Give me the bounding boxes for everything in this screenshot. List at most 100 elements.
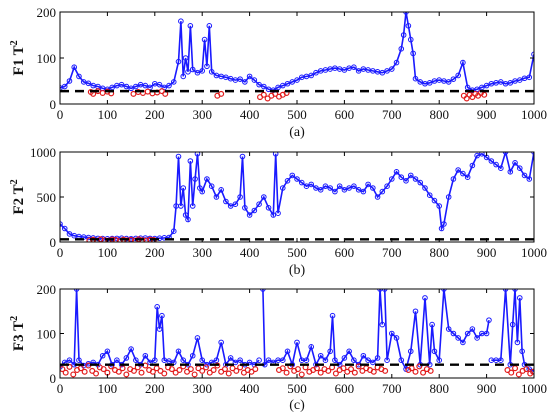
x-tick-label: 700 <box>382 107 402 122</box>
fault-point <box>202 364 209 371</box>
panel-caption: (b) <box>289 263 306 278</box>
x-tick-label: 1000 <box>521 245 547 260</box>
series-point <box>270 212 277 218</box>
series-point <box>178 18 184 25</box>
fault-point <box>348 366 355 373</box>
series-point <box>256 81 262 88</box>
series-point <box>313 69 319 76</box>
series-point <box>246 212 253 218</box>
x-tick-label: 200 <box>145 381 165 396</box>
series-point <box>493 161 499 168</box>
x-tick-label: 1000 <box>521 107 547 122</box>
series-point <box>426 192 433 198</box>
series-point <box>398 46 405 52</box>
series-point <box>403 12 409 15</box>
series-point <box>464 174 471 180</box>
series-point <box>393 59 400 66</box>
y-tick-label: 0 <box>50 371 57 386</box>
plot-area <box>59 288 535 379</box>
series-point <box>170 228 177 234</box>
fault-point <box>199 367 206 374</box>
series-point <box>275 210 281 216</box>
series-point <box>284 348 291 355</box>
fault-point <box>240 369 247 376</box>
series-point <box>303 183 310 189</box>
series-point <box>507 80 514 86</box>
series-point <box>237 76 243 82</box>
series-point <box>412 176 419 182</box>
y-axis-label-text: F3 T <box>11 321 27 351</box>
x-tick-label: 300 <box>192 381 212 396</box>
y-tick-label: 200 <box>37 5 57 20</box>
fault-point <box>481 91 488 98</box>
x-tick-label: 600 <box>335 381 355 396</box>
y-tick-label: 100 <box>37 327 57 342</box>
fault-point <box>218 90 225 97</box>
series-point <box>526 176 533 182</box>
series-point <box>142 352 149 359</box>
series-point <box>332 188 338 195</box>
y-tick-label: 200 <box>37 282 57 297</box>
series-point <box>327 185 333 191</box>
series-point <box>133 357 139 364</box>
series-point <box>379 188 386 195</box>
series-point <box>294 176 300 182</box>
fault-point <box>504 366 511 373</box>
series-point <box>389 176 395 182</box>
y-axis-label: F2 T2 <box>9 179 27 214</box>
series-point <box>445 194 452 200</box>
series-point <box>185 69 191 75</box>
series-line <box>60 289 534 373</box>
fault-point <box>248 368 255 375</box>
fault-point <box>412 368 419 375</box>
series-point <box>450 176 457 182</box>
series-point <box>393 335 400 341</box>
fault-point <box>508 369 515 376</box>
series-point <box>182 55 189 61</box>
series-point <box>479 84 485 91</box>
x-tick-label: 600 <box>335 245 355 260</box>
fault-point <box>206 369 213 376</box>
series-point <box>450 76 457 82</box>
series-point <box>407 36 414 43</box>
x-tick-label: 800 <box>429 381 449 396</box>
series-point <box>76 73 82 80</box>
series-point <box>128 346 134 352</box>
series-point <box>365 181 371 188</box>
series-point <box>429 321 435 328</box>
plot-area <box>59 11 535 105</box>
series-point <box>405 23 412 29</box>
series-point <box>360 352 367 359</box>
series-point <box>370 359 376 366</box>
series-point <box>483 330 490 337</box>
series-point <box>407 348 414 355</box>
fault-point <box>382 367 389 374</box>
series-point <box>526 74 533 81</box>
panel-f3: 0 100 200 300 400 500 600 700 800 900 1000 0 100 200 F… <box>9 282 547 413</box>
panel-f1: 0 100 200 300 400 500 600 700 800 900 1000 0 100 200 F… <box>9 5 547 140</box>
fault-point <box>93 370 100 377</box>
fault-point <box>70 371 77 378</box>
fault-point <box>143 237 150 242</box>
plot-content <box>60 12 534 102</box>
fault-point <box>359 367 366 374</box>
series-point <box>351 357 357 364</box>
series-point <box>284 80 291 87</box>
series-point <box>187 23 194 29</box>
series-point <box>204 176 210 182</box>
series-point <box>175 153 182 160</box>
series-point <box>261 194 267 200</box>
plot-content <box>60 152 534 242</box>
fault-point <box>172 369 179 376</box>
fault-point <box>221 366 228 373</box>
y-tick-label: 100 <box>37 51 57 66</box>
fault-point <box>370 368 377 375</box>
x-tick-label: 500 <box>287 245 307 260</box>
fault-point <box>184 368 191 375</box>
fault-point <box>298 371 305 378</box>
fault-point <box>149 368 156 375</box>
series-point <box>76 357 82 364</box>
series-point <box>384 183 390 189</box>
series-point <box>208 69 215 75</box>
series-point <box>498 79 504 85</box>
